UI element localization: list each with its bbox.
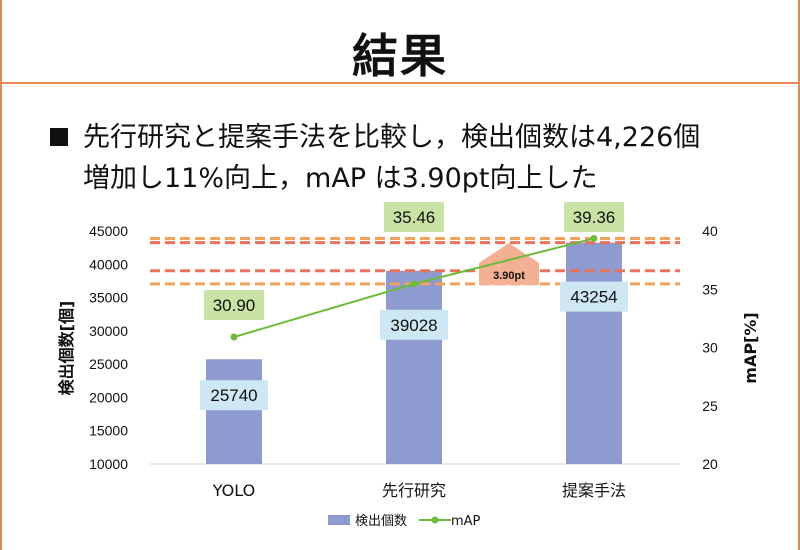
map-point xyxy=(590,234,598,242)
line-value-label: 35.46 xyxy=(393,208,436,227)
square-bullet-icon xyxy=(50,128,68,146)
bar-value-box xyxy=(200,380,268,411)
y-right-tick-label: 20 xyxy=(702,456,718,472)
y-tick-label: 30000 xyxy=(89,323,128,339)
y-right-tick-label: 40 xyxy=(702,223,718,239)
y-tick-label: 25000 xyxy=(89,356,128,372)
bar xyxy=(386,270,442,464)
map-point xyxy=(410,280,418,288)
slide-title: 結果 xyxy=(352,29,448,83)
y-tick-label: 10000 xyxy=(89,456,128,472)
y-tick-label: 45000 xyxy=(89,223,128,239)
y-axis-title: 検出個数[個] xyxy=(57,301,76,396)
slide-right-border xyxy=(798,0,800,550)
bar xyxy=(566,242,622,464)
y-right-tick-label: 35 xyxy=(702,281,718,297)
line-value-label: 39.36 xyxy=(573,208,616,227)
line-value-box xyxy=(204,290,264,320)
title-divider xyxy=(2,82,798,84)
y-right-axis-title: mAP[%] xyxy=(741,312,760,383)
legend-bar-swatch xyxy=(328,515,350,525)
legend-bar-label: 検出個数 xyxy=(355,514,407,529)
map-point xyxy=(230,333,238,341)
improvement-arrow-icon xyxy=(479,243,539,285)
y-tick-label: 40000 xyxy=(89,256,128,272)
line-value-label: 30.90 xyxy=(213,296,256,315)
bar-value-label: 39028 xyxy=(390,316,437,335)
x-tick-label: 先行研究 xyxy=(382,481,446,500)
y-right-tick-label: 25 xyxy=(702,398,718,414)
bar-value-box xyxy=(560,281,628,312)
y-right-tick-label: 30 xyxy=(702,340,718,356)
bullet-line-2: 増加し11%向上，mAP は3.90pt向上した xyxy=(83,163,598,194)
x-tick-label: YOLO xyxy=(212,481,255,500)
bullet-text: 先行研究と提案手法を比較し，検出個数は4,226個 増加し11%向上，mAP は… xyxy=(83,117,783,199)
x-tick-label: 提案手法 xyxy=(562,481,626,500)
legend-line-marker xyxy=(431,516,439,524)
bullet-line-1: 先行研究と提案手法を比較し，検出個数は4,226個 xyxy=(83,122,701,153)
bar-value-label: 43254 xyxy=(570,288,617,307)
line-value-box xyxy=(384,202,444,232)
bar xyxy=(206,359,262,464)
y-tick-label: 20000 xyxy=(89,389,128,405)
slide-left-border xyxy=(0,0,2,550)
legend-line-label: mAP xyxy=(451,514,481,529)
line-value-box xyxy=(564,202,624,232)
bar-value-label: 25740 xyxy=(210,386,257,405)
y-tick-label: 15000 xyxy=(89,423,128,439)
bar-value-box xyxy=(380,309,448,340)
y-tick-label: 35000 xyxy=(89,290,128,306)
improvement-annotation: 3.90pt xyxy=(493,270,525,282)
